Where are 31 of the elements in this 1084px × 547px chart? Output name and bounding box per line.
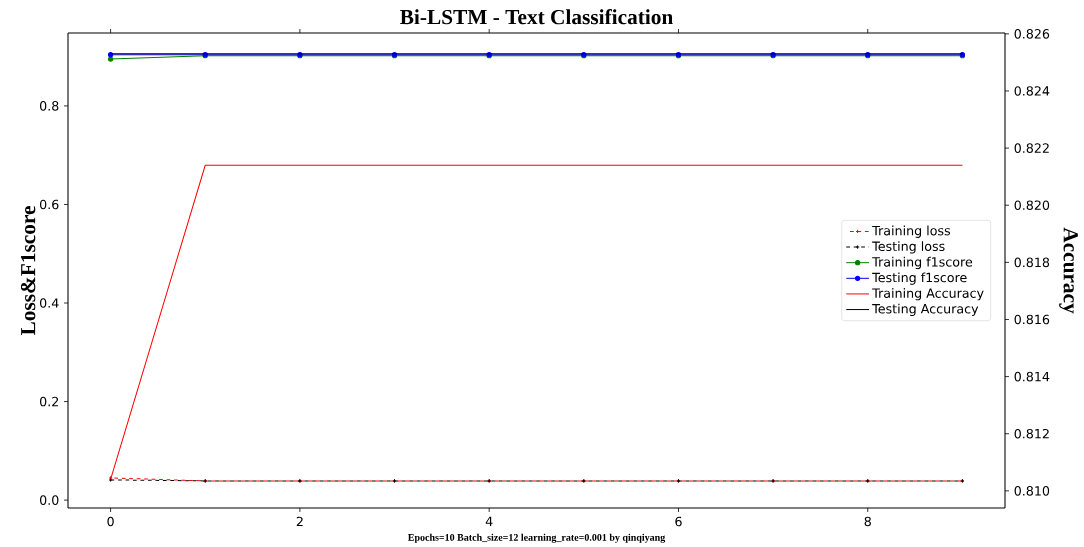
y2-axis-title: Accuracy bbox=[1059, 227, 1078, 314]
y2-tick-label: 0.824 bbox=[1014, 86, 1050, 96]
y2-tick-label: 0.814 bbox=[1014, 371, 1050, 382]
y2-tick-label: 0.826 bbox=[1014, 28, 1050, 39]
x-tick-label: 0 bbox=[107, 516, 114, 527]
y2-tick-label: 0.810 bbox=[1014, 485, 1050, 496]
point bbox=[107, 56, 114, 62]
chart-title: Bi-LSTM - Text Classification bbox=[400, 8, 673, 25]
y-axis-title: Loss&F1score bbox=[20, 205, 36, 335]
y-tick-label: 0.4 bbox=[39, 298, 59, 308]
x-tick-label: 2 bbox=[296, 516, 303, 526]
y-tick-label: 0.6 bbox=[39, 199, 59, 210]
y-tick-label: 0.0 bbox=[39, 495, 59, 505]
x-tick-label: 6 bbox=[675, 516, 682, 527]
y-tick-label: 0.8 bbox=[39, 100, 59, 111]
y-tick-label: 0.2 bbox=[39, 396, 59, 407]
legend-label: Training loss bbox=[872, 225, 951, 238]
y2-tick-label: 0.820 bbox=[1014, 200, 1050, 210]
y2-tick-label: 0.816 bbox=[1014, 314, 1050, 325]
x-tick-label: 8 bbox=[864, 516, 871, 527]
legend-label: Testing loss bbox=[872, 241, 945, 254]
x-tick-label: 4 bbox=[485, 516, 493, 526]
text: Epochs=10 Batch_size=12 learning_rate=0.001 by qinqiyang bbox=[407, 533, 666, 543]
legend-label: Training Accuracy bbox=[872, 287, 984, 301]
legend-label: Training f1score bbox=[872, 256, 973, 269]
point bbox=[107, 51, 114, 58]
legend-label: Testing Accuracy bbox=[872, 303, 979, 316]
y2-tick-label: 0.818 bbox=[1014, 257, 1050, 267]
legend-label: Testing f1score bbox=[872, 272, 967, 285]
y2-tick-label: 0.822 bbox=[1014, 143, 1049, 153]
y2-tick-label: 0.812 bbox=[1014, 428, 1049, 439]
